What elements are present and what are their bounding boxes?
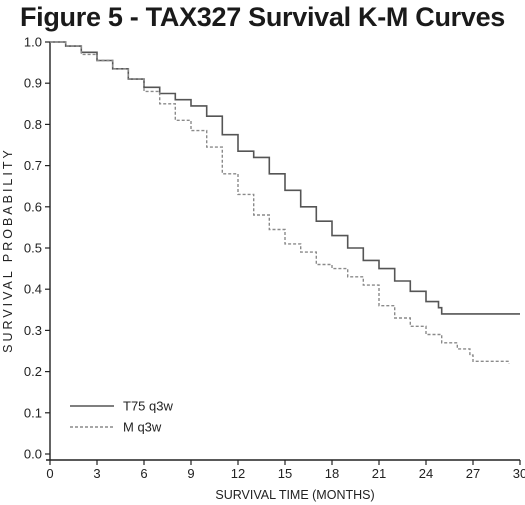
axes xyxy=(46,42,520,461)
y-tick-label: 1.0 xyxy=(24,35,42,50)
ticks: 0 3 6 9 12 15 18 21 24 27 30 0.0 0.1 0.2 0.3 0.4 0.5 0.6 0… xyxy=(24,35,525,482)
series-line-t75-q3w xyxy=(50,41,520,315)
x-tick-label: 0 xyxy=(46,466,53,481)
series-line-m-q3w xyxy=(50,41,510,364)
y-tick-label: 0.7 xyxy=(24,158,42,173)
x-tick-label: 30 xyxy=(513,466,525,481)
y-tick-label: 0.3 xyxy=(24,323,42,338)
y-tick-label: 0.0 xyxy=(24,447,42,462)
legend-label-t75-q3w: T75 q3w xyxy=(123,399,173,414)
x-tick-label: 18 xyxy=(325,466,339,481)
y-tick-label: 0.1 xyxy=(24,405,42,420)
series-lines xyxy=(50,41,520,364)
y-tick-label: 0.8 xyxy=(24,117,42,132)
x-tick-label: 24 xyxy=(419,466,433,481)
x-tick-label: 9 xyxy=(187,466,194,481)
chart-title: Figure 5 - TAX327 Survival K-M Curves xyxy=(19,2,506,32)
y-axis-label: SURVIVAL PROBABILITY xyxy=(1,147,15,353)
y-tick-label: 0.4 xyxy=(24,282,42,297)
legend-label-m-q3w: M q3w xyxy=(123,420,162,435)
x-tick-label: 6 xyxy=(140,466,147,481)
x-tick-label: 12 xyxy=(231,466,245,481)
y-tick-label: 0.9 xyxy=(24,76,42,91)
legend: T75 q3w M q3w xyxy=(70,399,173,435)
x-tick-label: 21 xyxy=(372,466,386,481)
y-tick-label: 0.6 xyxy=(24,199,42,214)
x-axis-label: SURVIVAL TIME (MONTHS) xyxy=(215,488,374,502)
x-tick-label: 3 xyxy=(93,466,100,481)
y-tick-label: 0.2 xyxy=(24,364,42,379)
x-tick-label: 27 xyxy=(466,466,480,481)
y-tick-label: 0.5 xyxy=(24,241,42,256)
x-tick-label: 15 xyxy=(278,466,292,481)
